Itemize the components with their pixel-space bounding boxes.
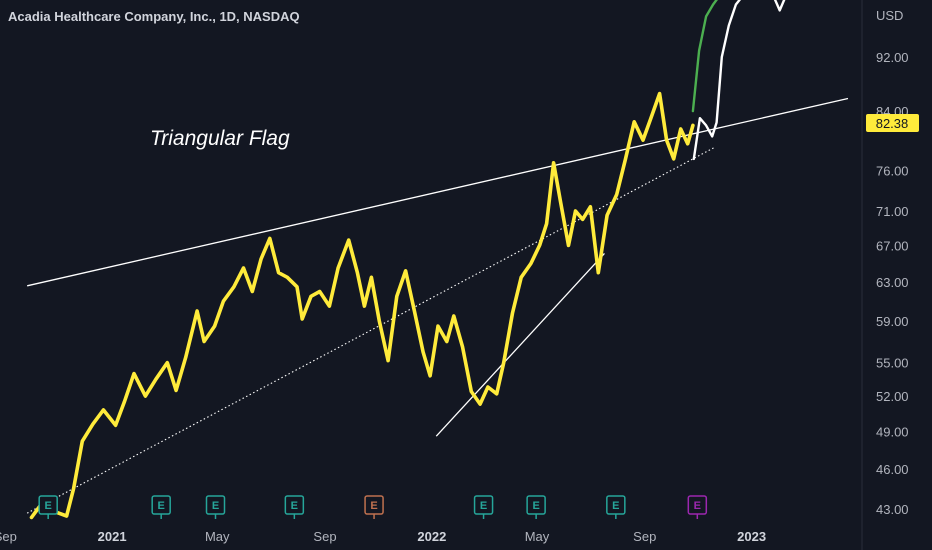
trendline [435,253,605,437]
trendline [27,97,849,287]
earnings-marker-label: E [480,500,487,512]
x-axis: Sep 2021 May Sep 2022 May Sep 2023 [0,529,766,544]
y-tick-label: 92.00 [876,50,909,65]
earnings-marker: E [284,495,305,519]
last-price-value: 82.38 [876,116,909,131]
earnings-marker: E [606,495,626,519]
x-tick-label: 2023 [737,529,766,544]
earnings-marker-label: E [370,500,377,512]
annotation-triangular-flag: Triangular Flag [150,127,290,150]
earnings-marker: E [151,495,171,519]
earnings-marker-label: E [212,500,219,512]
y-tick-label: 55.00 [876,356,909,371]
earnings-marker: E [364,495,384,519]
earnings-marker: E [205,495,226,519]
earnings-marker-label: E [45,500,52,512]
x-tick-label: May [205,529,230,544]
x-tick-label: May [525,529,550,544]
earnings-marker: E [687,495,708,519]
y-tick-label: 71.00 [876,204,909,219]
symbol-title: Acadia Healthcare Company, Inc., 1D, NAS… [8,9,300,24]
y-tick-label: 43.00 [876,502,909,517]
y-tick-label: 76.00 [876,164,909,179]
earnings-marker-label: E [532,500,539,512]
x-tick-label: 2021 [98,529,127,544]
earnings-marker: E [38,495,58,519]
y-tick-label: 59.00 [876,314,909,329]
currency-label: USD [876,8,903,23]
y-tick-label: 49.00 [876,424,909,439]
trendlines-layer [26,97,849,514]
series-line-price [29,91,695,520]
y-tick-label: 52.00 [876,389,909,404]
x-tick-label: Sep [0,529,17,544]
last-price-tag: 82.38 [866,114,919,132]
y-tick-label: 67.00 [876,238,909,253]
price-scale-panel[interactable] [862,0,932,550]
earnings-marker: E [473,495,494,519]
earnings-marker-label: E [158,500,165,512]
series-line-projection_alt [691,0,718,113]
x-tick-label: 2022 [417,529,446,544]
earnings-marker: E [526,495,546,519]
earnings-marker-label: E [291,500,298,512]
x-tick-label: Sep [633,529,656,544]
earnings-marker-label: E [694,500,701,512]
series-layer [29,0,786,520]
earnings-marker-label: E [612,500,619,512]
y-tick-label: 63.00 [876,275,909,290]
x-tick-label: Sep [313,529,336,544]
y-tick-label: 46.00 [876,462,909,477]
series-line-projection [692,0,786,161]
last-price-tag-bg [866,114,919,132]
